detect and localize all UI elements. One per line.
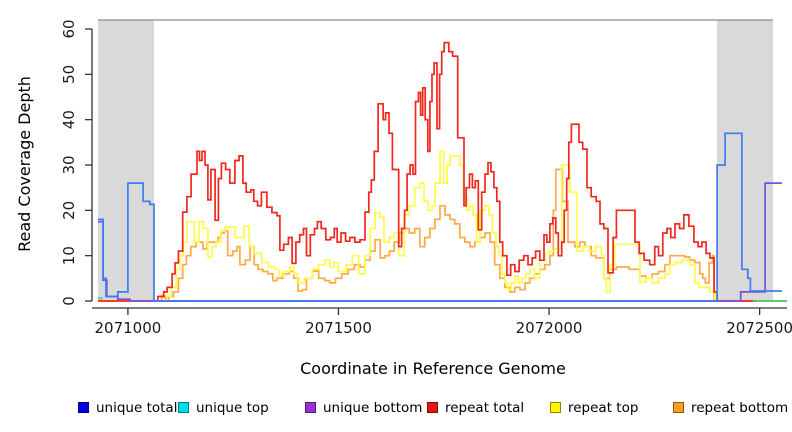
series-repeat-total-line [98,41,758,302]
legend-item-unique-bottom: unique bottom [305,399,423,416]
legend-item-repeat-total: repeat total [427,399,525,416]
legend-label: unique top [196,399,269,416]
series-lines-layer [98,41,787,302]
y-tick-label: 10 [60,246,78,265]
legend-item-unique-top: unique top [178,399,269,416]
series-repeat-top-line [98,150,718,302]
y-axis-title: Read Coverage Depth [15,76,34,252]
y-tick-label: 0 [60,296,78,306]
legend-item-unique-total: unique total [78,399,178,416]
y-tick-label: 40 [60,110,78,129]
x-tick-label: 2071000 [94,319,161,337]
legend-label: unique bottom [323,399,423,416]
series-unique-total-line [98,132,782,302]
legend-swatch-unique-bottom [305,402,316,413]
legend-item-repeat-bottom: repeat bottom [673,399,789,416]
legend-item-repeat-top: repeat top [550,399,639,416]
y-tick-label: 60 [60,19,78,38]
shaded-region-1 [717,20,774,302]
legend-swatch-unique-top [178,402,189,413]
legend-label: repeat total [445,399,525,416]
x-tick-label: 2072500 [726,319,792,337]
legend-swatch-repeat-total [427,402,438,413]
y-tick-label: 50 [60,65,78,84]
x-tick-label: 2071500 [305,319,372,337]
series-unique-bottom-line [98,182,782,302]
legend-swatch-repeat-bottom [673,402,684,413]
shaded-regions-layer [98,20,774,302]
shaded-region-0 [98,20,155,302]
legend-label: repeat top [568,399,639,416]
legend-label: repeat bottom [691,399,789,416]
y-tick-label: 30 [60,155,78,174]
x-axis-title: Coordinate in Reference Genome [300,359,566,378]
y-tick-label: 20 [60,201,78,220]
axis-ticks-layer: 2071000 2071500 2072000 2072500 0 10 20 30 40 50 6… [60,19,792,337]
legend-swatch-repeat-top [550,402,561,413]
x-tick-label: 2072000 [516,319,583,337]
legend-swatch-unique-total [78,402,89,413]
legend-label: unique total [96,399,178,416]
